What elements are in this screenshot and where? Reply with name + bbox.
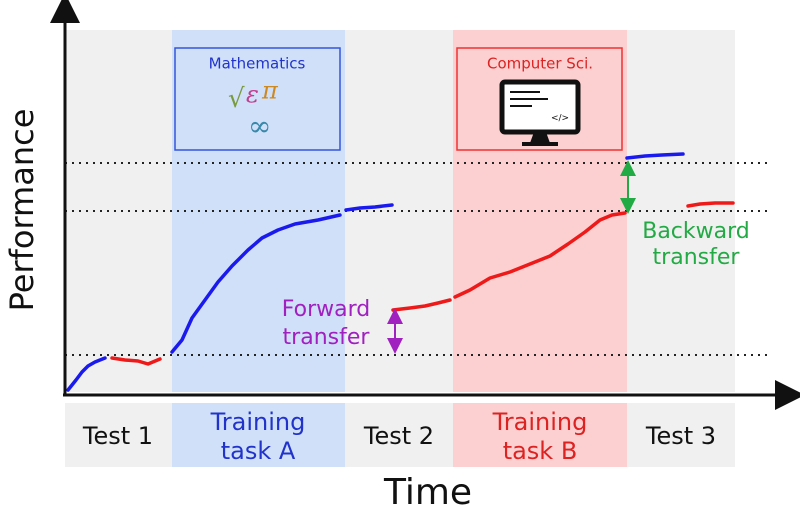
phase-label: Training [492, 408, 588, 436]
phase-label: Test 3 [645, 422, 716, 450]
math-icon: √ ε π ∞ [228, 77, 279, 143]
annotation: Forward [282, 297, 370, 322]
annotation: transfer [283, 325, 371, 350]
label-band [345, 403, 453, 467]
curve [391, 298, 452, 312]
y-axis-label: Performance [3, 109, 41, 312]
curve [686, 201, 735, 208]
label-band [172, 403, 345, 467]
phase-label: task B [503, 437, 578, 465]
box-title: Mathematics [209, 55, 306, 73]
curves [66, 152, 735, 392]
box-title: Computer Sci. [487, 55, 593, 73]
curve [66, 356, 107, 392]
phase-label: Test 2 [363, 422, 434, 450]
icon-glyph: π [261, 77, 279, 105]
phase-label: task A [221, 437, 296, 465]
curve [625, 152, 685, 160]
phase-label: Training [210, 408, 306, 436]
label-band [65, 403, 172, 467]
annotation: transfer [653, 245, 741, 270]
math-box [174, 47, 341, 151]
x-axis-label: Time [383, 472, 472, 513]
band [65, 30, 172, 392]
annotation: Backward [642, 219, 750, 244]
label-band [627, 403, 735, 467]
monitor-icon [499, 79, 581, 146]
icon-text: </> [551, 114, 569, 124]
curve [344, 203, 394, 212]
icon-glyph: ∞ [248, 110, 271, 143]
curve [170, 213, 342, 354]
bands [65, 30, 735, 467]
curve [110, 356, 162, 366]
label-band [453, 403, 627, 467]
phase-label: Test 1 [82, 422, 153, 450]
icon-glyph: √ [228, 84, 245, 114]
curve [453, 211, 627, 299]
icon-glyph: ε [246, 81, 259, 109]
